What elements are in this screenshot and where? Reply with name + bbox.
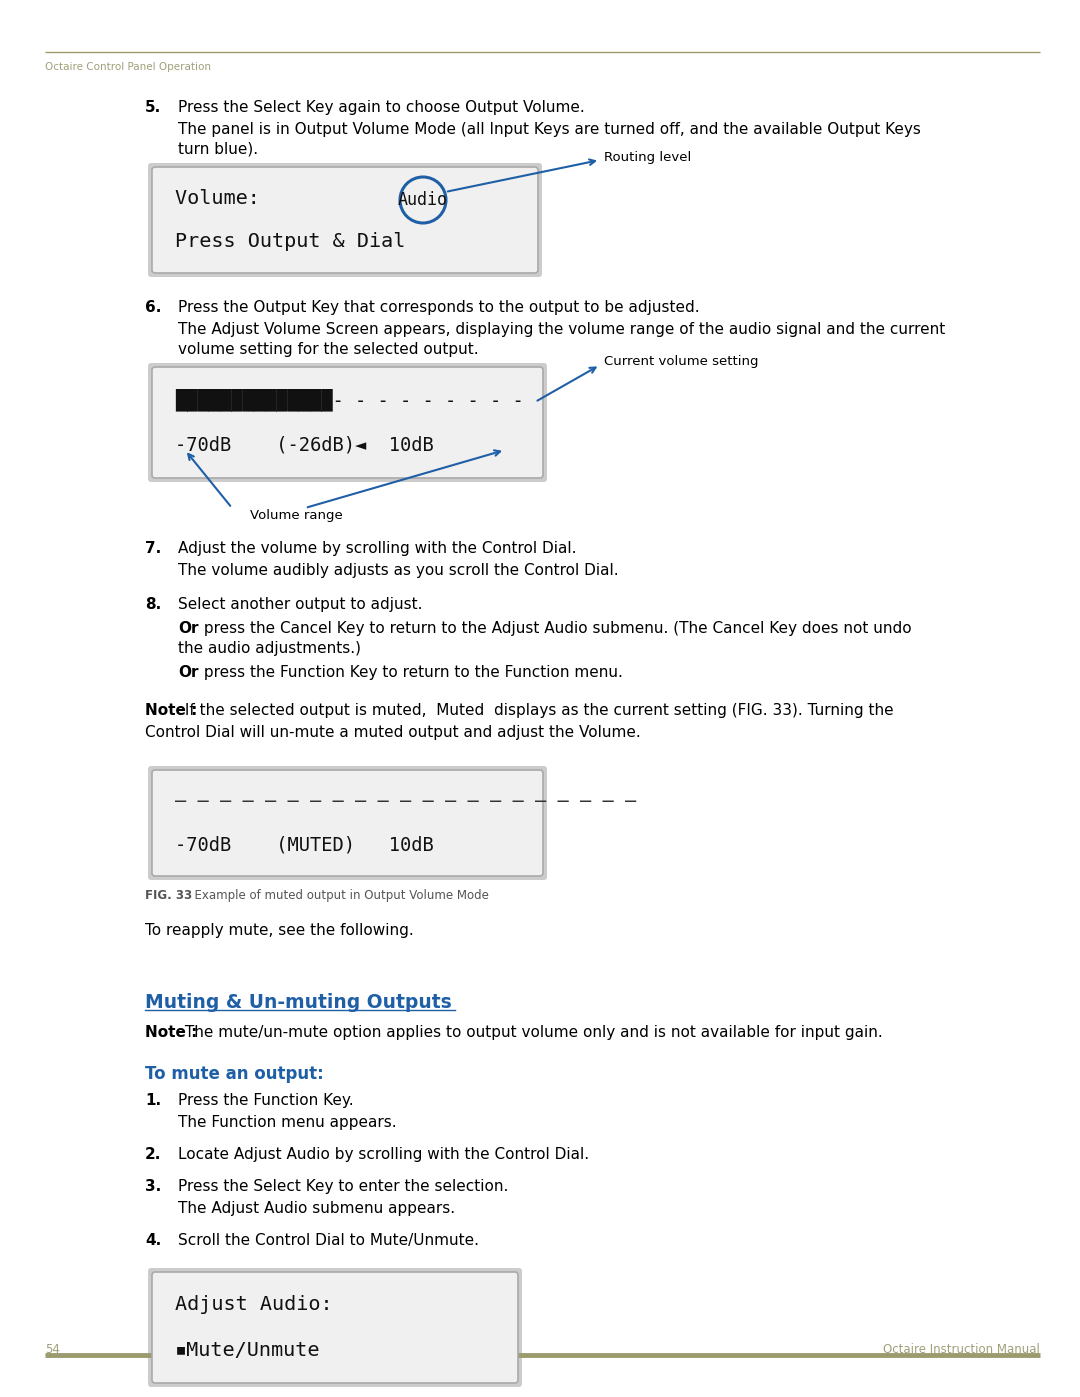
FancyBboxPatch shape — [152, 168, 538, 272]
Text: ▪Mute/Unmute: ▪Mute/Unmute — [175, 1341, 321, 1359]
Text: Octaire Instruction Manual: Octaire Instruction Manual — [883, 1343, 1040, 1356]
Text: Select another output to adjust.: Select another output to adjust. — [178, 597, 422, 612]
Text: Press the Select Key to enter the selection.: Press the Select Key to enter the select… — [178, 1179, 509, 1194]
Text: Audio: Audio — [399, 191, 448, 210]
Text: If the selected output is muted,  Muted  displays as the current setting (FIG. 3: If the selected output is muted, Muted d… — [180, 703, 893, 718]
Text: -70dB    (-26dB)◄  10dB: -70dB (-26dB)◄ 10dB — [175, 436, 434, 455]
Text: The mute/un-mute option applies to output volume only and is not available for i: The mute/un-mute option applies to outpu… — [180, 1025, 882, 1039]
Text: 54: 54 — [45, 1343, 59, 1356]
FancyBboxPatch shape — [152, 367, 543, 478]
Text: Or: Or — [178, 665, 199, 680]
FancyBboxPatch shape — [152, 1273, 518, 1383]
Text: Adjust the volume by scrolling with the Control Dial.: Adjust the volume by scrolling with the … — [178, 541, 577, 556]
Text: Note :: Note : — [145, 1025, 198, 1039]
Text: Press the Function Key.: Press the Function Key. — [178, 1092, 353, 1108]
Text: press the Function Key to return to the Function menu.: press the Function Key to return to the … — [199, 665, 623, 680]
Text: 2.: 2. — [145, 1147, 161, 1162]
Text: Volume:: Volume: — [175, 189, 454, 208]
Text: Muting & Un-muting Outputs: Muting & Un-muting Outputs — [145, 993, 451, 1011]
FancyBboxPatch shape — [148, 1268, 522, 1387]
Text: The panel is in Output Volume Mode (all Input Keys are turned off, and the avail: The panel is in Output Volume Mode (all … — [178, 122, 921, 137]
Text: 5.: 5. — [145, 101, 161, 115]
Text: The Adjust Audio submenu appears.: The Adjust Audio submenu appears. — [178, 1201, 455, 1215]
Text: Locate Adjust Audio by scrolling with the Control Dial.: Locate Adjust Audio by scrolling with th… — [178, 1147, 589, 1162]
Text: The Adjust Volume Screen appears, displaying the volume range of the audio signa: The Adjust Volume Screen appears, displa… — [178, 321, 945, 337]
Text: Control Dial will un-mute a muted output and adjust the Volume.: Control Dial will un-mute a muted output… — [145, 725, 640, 740]
FancyBboxPatch shape — [148, 766, 546, 880]
Text: the audio adjustments.): the audio adjustments.) — [178, 641, 361, 657]
Text: Routing level: Routing level — [604, 151, 691, 163]
Text: volume setting for the selected output.: volume setting for the selected output. — [178, 342, 478, 358]
Text: 3.: 3. — [145, 1179, 161, 1194]
Text: Scroll the Control Dial to Mute/Unmute.: Scroll the Control Dial to Mute/Unmute. — [178, 1234, 480, 1248]
Text: Press Output & Dial: Press Output & Dial — [175, 232, 405, 251]
Text: FIG. 33: FIG. 33 — [145, 888, 192, 902]
Text: ██████████████- - - - - - - - -: ██████████████- - - - - - - - - — [175, 388, 524, 411]
Text: 8.: 8. — [145, 597, 161, 612]
Text: Volume range: Volume range — [249, 510, 342, 522]
Text: 6.: 6. — [145, 300, 161, 314]
Text: turn blue).: turn blue). — [178, 142, 258, 156]
Text: Note :: Note : — [145, 703, 198, 718]
Text: Or: Or — [178, 622, 199, 636]
Text: Press the Output Key that corresponds to the output to be adjusted.: Press the Output Key that corresponds to… — [178, 300, 700, 314]
Text: Example of muted output in Output Volume Mode: Example of muted output in Output Volume… — [187, 888, 489, 902]
Text: To mute an output:: To mute an output: — [145, 1065, 324, 1083]
Text: 4.: 4. — [145, 1234, 161, 1248]
FancyBboxPatch shape — [148, 363, 546, 482]
Text: 1.: 1. — [145, 1092, 161, 1108]
Text: Adjust Audio:: Adjust Audio: — [175, 1295, 333, 1315]
Text: -70dB    (MUTED)   10dB: -70dB (MUTED) 10dB — [175, 835, 434, 854]
Text: 7.: 7. — [145, 541, 161, 556]
FancyBboxPatch shape — [152, 770, 543, 876]
Text: To reapply mute, see the following.: To reapply mute, see the following. — [145, 923, 414, 937]
FancyBboxPatch shape — [148, 163, 542, 277]
Text: – – – – – – – – – – – – – – – – – – – – –: – – – – – – – – – – – – – – – – – – – – … — [175, 792, 636, 810]
Text: Octaire Control Panel Operation: Octaire Control Panel Operation — [45, 61, 211, 73]
Text: Press the Select Key again to choose Output Volume.: Press the Select Key again to choose Out… — [178, 101, 584, 115]
Text: Current volume setting: Current volume setting — [604, 355, 758, 369]
Text: The Function menu appears.: The Function menu appears. — [178, 1115, 396, 1130]
Text: press the Cancel Key to return to the Adjust Audio submenu. (The Cancel Key does: press the Cancel Key to return to the Ad… — [199, 622, 912, 636]
Text: The volume audibly adjusts as you scroll the Control Dial.: The volume audibly adjusts as you scroll… — [178, 563, 619, 578]
